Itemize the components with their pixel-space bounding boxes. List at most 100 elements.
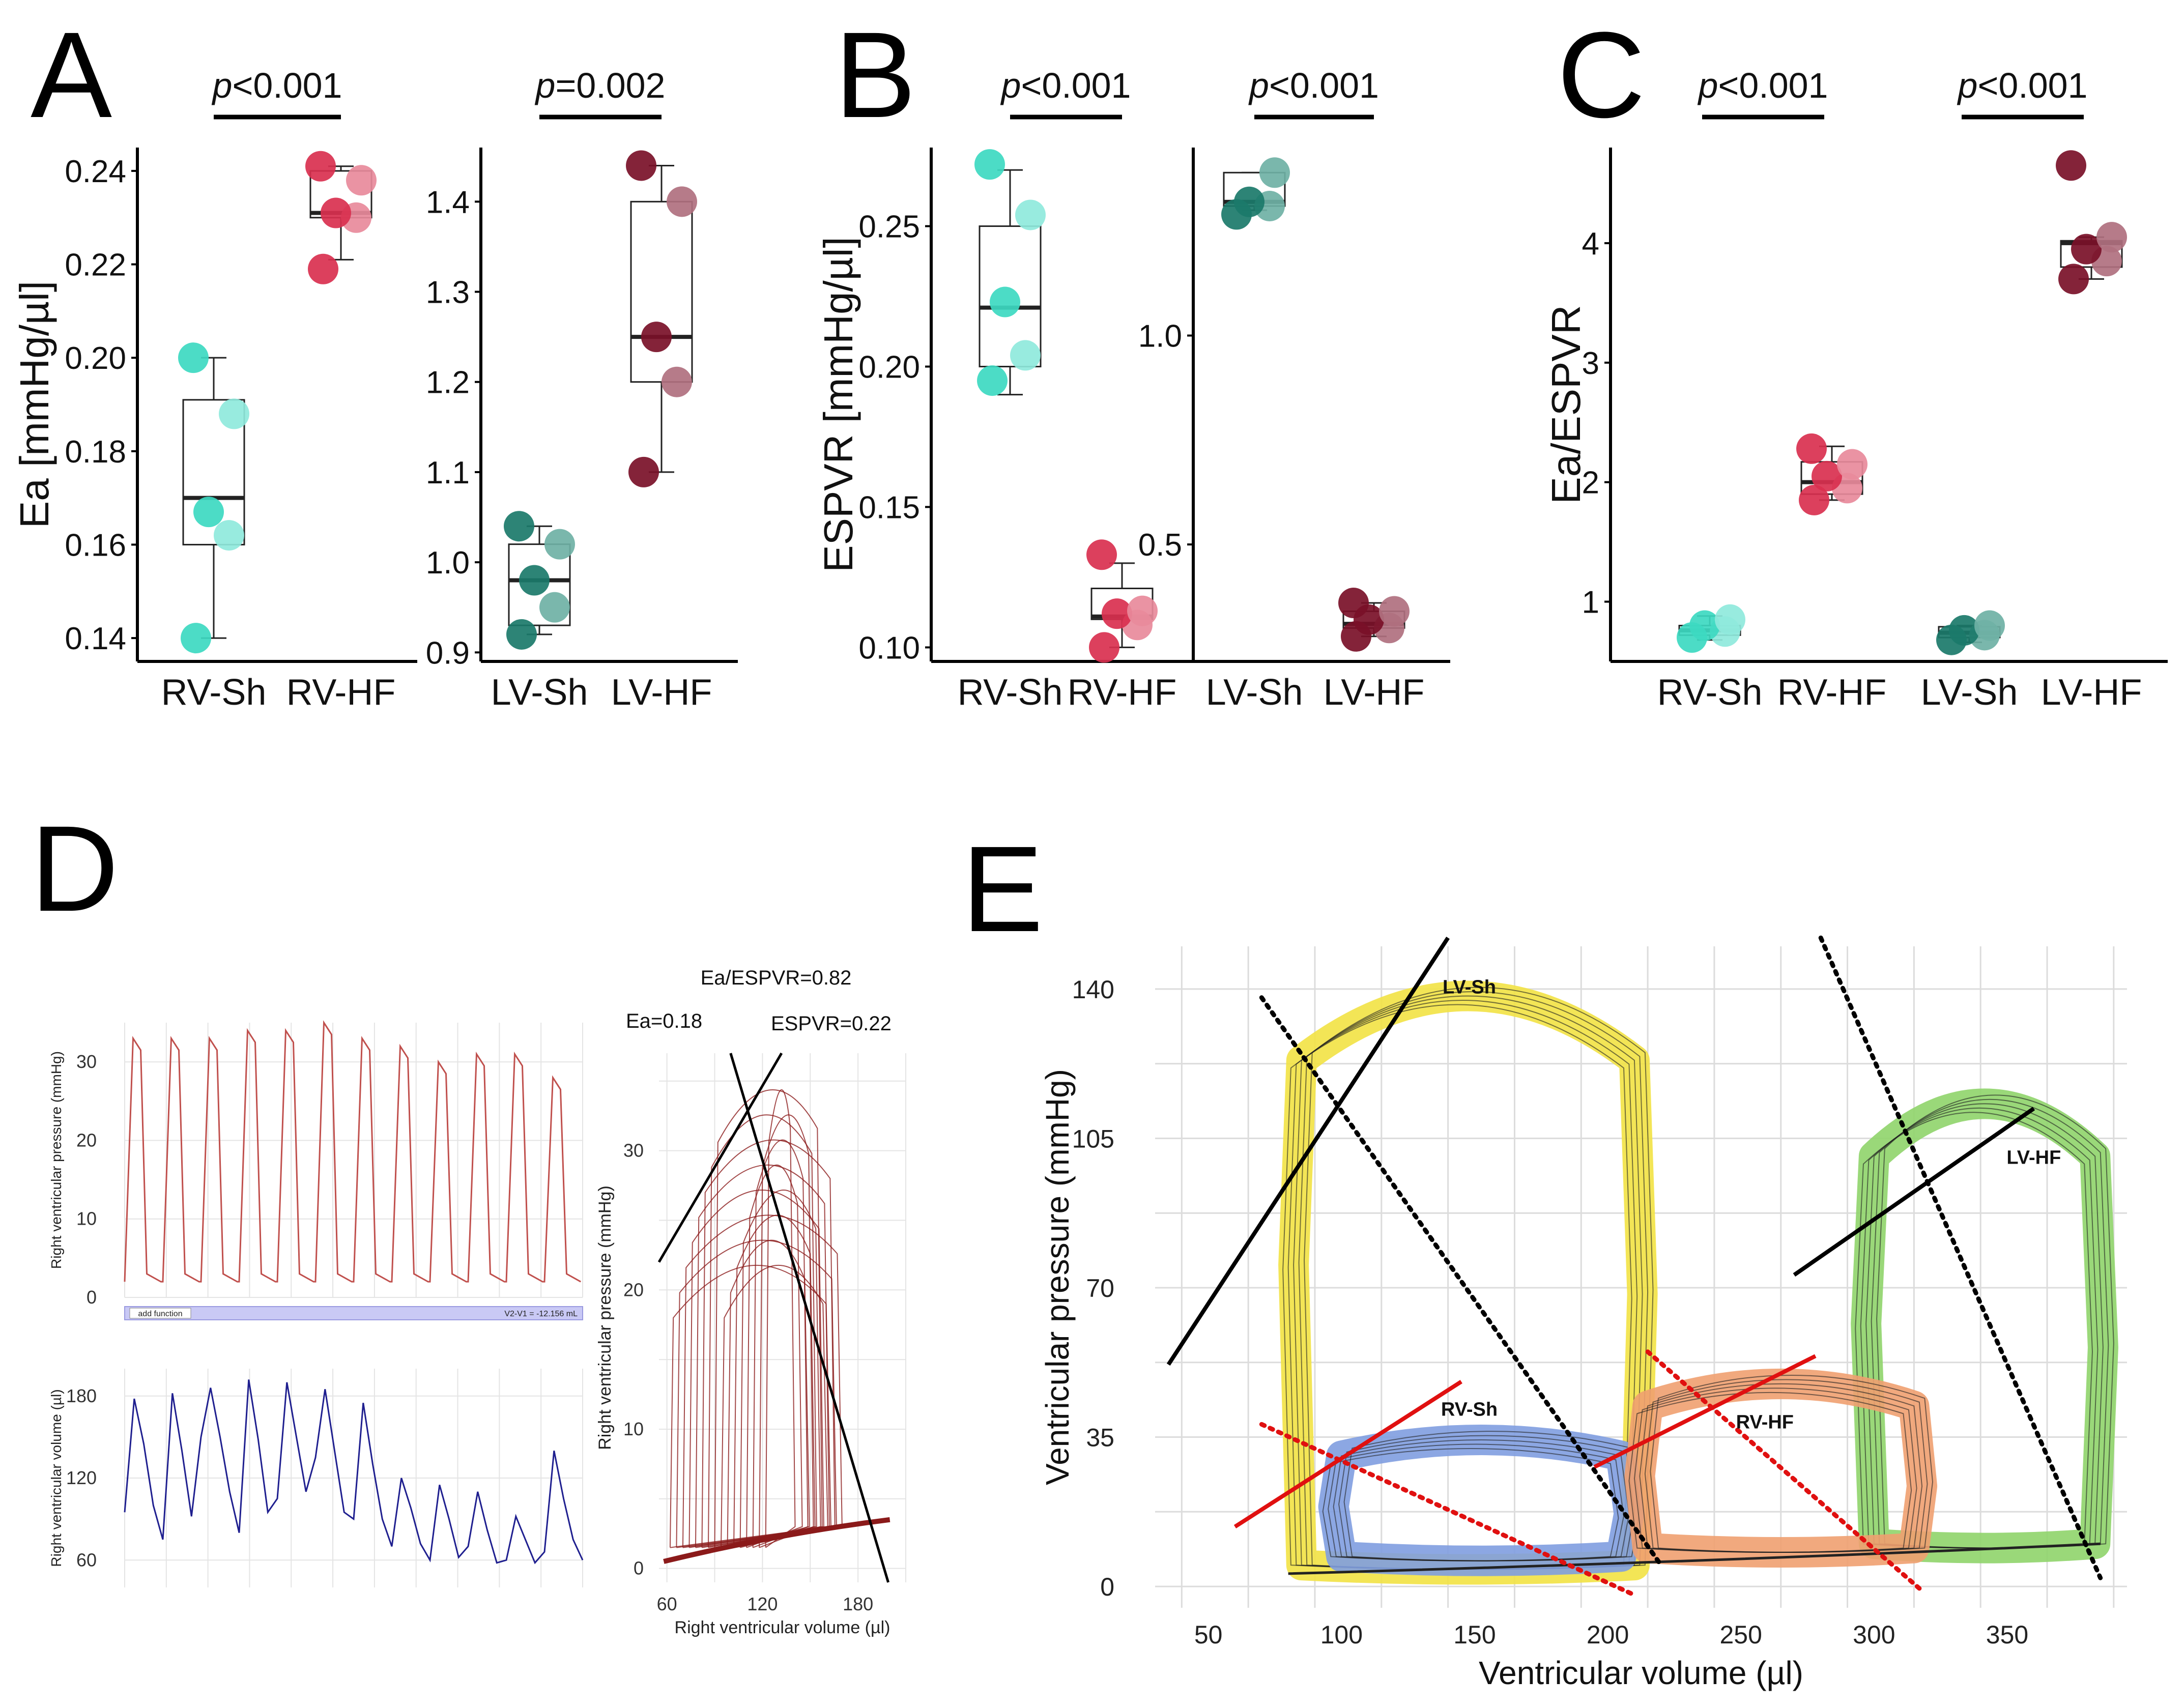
data-point — [1127, 595, 1158, 626]
p-value-label: p=0.002 — [535, 66, 666, 105]
data-point — [1799, 484, 1829, 515]
data-point — [628, 456, 659, 487]
data-point — [2071, 234, 2102, 265]
y-tick-label: 60 — [76, 1549, 97, 1570]
y-tick-label: 120 — [66, 1467, 97, 1488]
data-point — [1010, 340, 1041, 371]
x-tick-label: 250 — [1720, 1621, 1762, 1649]
y-tick-label: 10 — [623, 1419, 644, 1439]
y-tick-label: 3 — [1582, 346, 1599, 381]
loop-band — [1851, 1088, 2118, 1564]
data-point — [308, 253, 338, 284]
y-tick-label: 0.14 — [65, 621, 126, 656]
chart-b-right: 0.5 1.0 LV-Sh LV-HF p<0.001 — [1138, 66, 1450, 713]
data-point — [544, 529, 575, 560]
panel-e-layer: 50 100 150 200 250 300 350 0 35 70 105 140 Ventricul… — [1039, 935, 2127, 1691]
y-axis-label: Right ventricular pressure (mmHg) — [595, 1185, 615, 1450]
y-axis-label: Ea [mmHg/µl] — [12, 281, 57, 528]
espvr-annotation: ESPVR=0.22 — [771, 1012, 892, 1035]
loop-label: RV-Sh — [1441, 1399, 1498, 1421]
ea-line-rv-sh — [1259, 1422, 1637, 1598]
pv-loop — [739, 1190, 821, 1548]
panel-letter-d: D — [31, 800, 119, 937]
data-point — [178, 342, 209, 373]
data-point — [1689, 610, 1720, 641]
y-tick-label: 0 — [1100, 1573, 1114, 1601]
panel-letter-b: B — [835, 7, 916, 143]
data-point — [1259, 157, 1290, 188]
y-axis-label: Right ventricular pressure (mmHg) — [48, 1051, 64, 1269]
y-tick-label: 0.5 — [1138, 528, 1182, 563]
y-axis-label: ESPVR [mmHg/µl] — [816, 237, 861, 572]
y-tick-label: 1.3 — [426, 275, 470, 310]
data-point — [626, 150, 656, 181]
data-point — [977, 365, 1008, 396]
y-tick-label: 0 — [87, 1287, 97, 1308]
y-tick-label: 1.0 — [426, 545, 470, 581]
add-function-label: add function — [138, 1310, 182, 1318]
filling-baseline — [1288, 1542, 2101, 1575]
pv-loop-rv-hf — [1624, 1368, 1938, 1568]
y-tick-label: 20 — [76, 1130, 97, 1150]
y-tick-label: 0.18 — [65, 435, 126, 470]
pv-loop — [733, 1214, 816, 1548]
y-tick-label: 20 — [623, 1279, 644, 1300]
y-tick-label: 0.24 — [65, 154, 126, 189]
panel-letter-e: E — [962, 821, 1043, 957]
espvr-line-rv-hf — [1593, 1354, 1817, 1469]
p-value-label: p<0.001 — [1248, 66, 1379, 105]
data-point — [1837, 449, 1867, 480]
pv-loop — [714, 1089, 823, 1548]
pv-loop — [727, 1239, 810, 1548]
data-point — [1015, 199, 1046, 230]
box-iqr — [630, 200, 693, 383]
y-tick-label: 0.15 — [858, 490, 920, 525]
loop-label: RV-HF — [1736, 1412, 1794, 1433]
x-tick-label: 50 — [1194, 1621, 1223, 1649]
y-tick-label: 1.1 — [426, 455, 470, 490]
data-point — [1086, 539, 1117, 570]
panel-letter-c: C — [1557, 7, 1645, 143]
y-tick-label: 1 — [1582, 585, 1599, 620]
data-point — [1089, 632, 1119, 663]
function-band: add function V2-V1 = -12.156 mL — [124, 1306, 583, 1320]
pv-loop — [682, 1214, 843, 1548]
x-tick-label: 150 — [1453, 1621, 1496, 1649]
y-tick-label: 140 — [1072, 975, 1114, 1004]
category-label: RV-HF — [1777, 672, 1887, 713]
pv-loop-chart-e: 50 100 150 200 250 300 350 0 35 70 105 140 Ventricul… — [1039, 935, 2127, 1691]
pv-loop — [765, 1089, 796, 1548]
data-point — [321, 197, 351, 228]
espvr-line-lv-sh — [1166, 937, 1450, 1366]
data-point — [219, 398, 249, 429]
data-point — [1102, 598, 1132, 629]
loop-trace — [1650, 1374, 1934, 1553]
data-point — [539, 592, 570, 623]
data-point — [662, 366, 692, 397]
y-tick-label: 1.2 — [426, 365, 470, 400]
x-axis-label: Right ventricular volume (µl) — [675, 1618, 890, 1637]
category-label: LV-Sh — [1921, 672, 2018, 713]
y-tick-label: 0.20 — [858, 350, 920, 385]
y-tick-label: 0.10 — [858, 630, 920, 666]
data-point — [346, 165, 377, 196]
data-point — [1715, 604, 1745, 635]
pv-loop — [752, 1139, 809, 1548]
data-point — [2058, 264, 2089, 295]
loop-label: LV-Sh — [1443, 976, 1496, 998]
add-function-button — [129, 1308, 191, 1319]
loop-trace — [1876, 1094, 2114, 1549]
pv-loop — [676, 1239, 837, 1548]
y-tick-label: 30 — [623, 1140, 644, 1161]
espvr-line — [657, 1052, 783, 1263]
data-point — [990, 286, 1020, 317]
ea-line-rv-hf — [1645, 1349, 1924, 1593]
x-tick-label: 350 — [1986, 1621, 2028, 1649]
p-value-label: p<0.001 — [212, 66, 342, 105]
category-label: LV-HF — [611, 672, 712, 713]
x-tick-label: 200 — [1587, 1621, 1629, 1649]
data-point — [1338, 588, 1369, 619]
rv-pv-loop-chart: 60 120 180 0 10 20 30 Right ventricular volume … — [595, 967, 906, 1637]
